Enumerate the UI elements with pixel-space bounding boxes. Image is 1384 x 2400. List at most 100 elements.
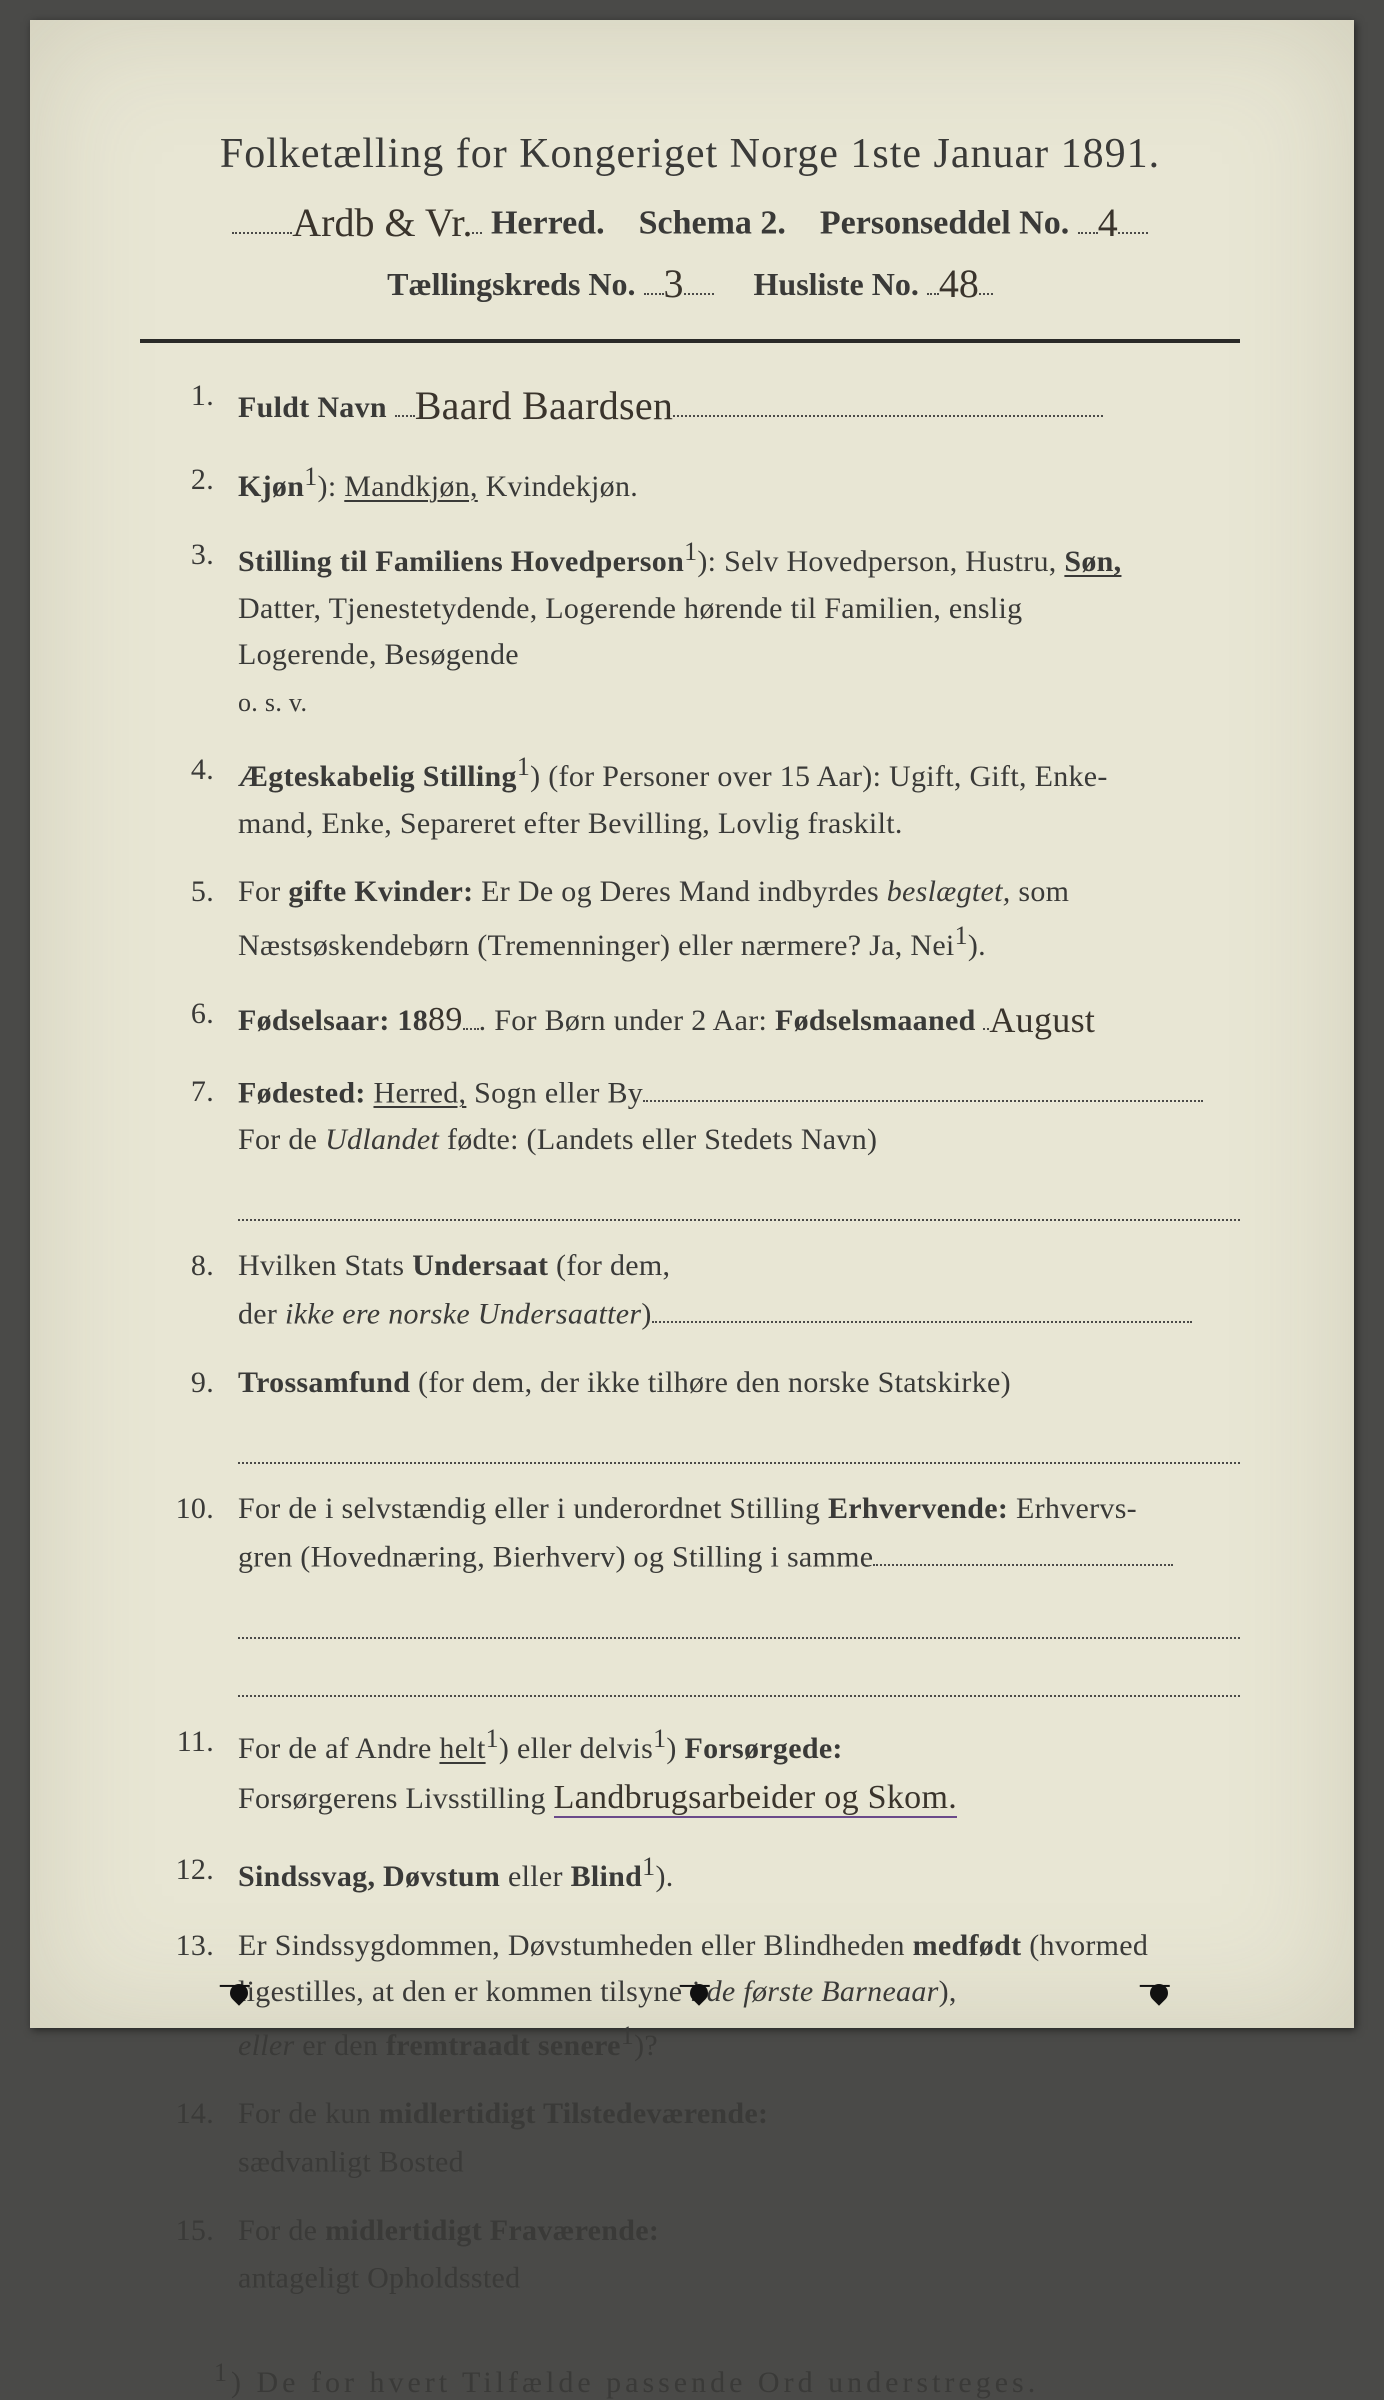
- item-number: 6.: [140, 991, 238, 1047]
- q13-line2b: ),: [939, 1975, 957, 2008]
- q3-line3: Logerende, Besøgende: [238, 638, 519, 671]
- q5-end: ).: [968, 929, 986, 962]
- husliste-label: Husliste No.: [754, 266, 919, 302]
- q7-herred-underlined: Herred,: [373, 1076, 466, 1109]
- q11-handwritten: Landbrugsarbeider og Skom.: [554, 1779, 957, 1818]
- item-number: 4.: [140, 747, 238, 847]
- item-number: 2.: [140, 457, 238, 511]
- kreds-no: 3: [664, 261, 684, 306]
- item-number: 1.: [140, 373, 238, 435]
- q7-line2b: fødte: (Landets eller Stedets Navn): [439, 1123, 877, 1156]
- item-number: 8.: [140, 1243, 238, 1338]
- header-line-2: Ardb & Vr. Herred. Schema 2. Personsedde…: [140, 196, 1240, 244]
- q11-vis: vis: [617, 1732, 653, 1765]
- q12-a: Sindssvag, Døvstum: [238, 1860, 500, 1893]
- q1-label: Fuldt Navn: [238, 391, 387, 424]
- q13-line3c: fremtraadt senere: [386, 2029, 621, 2062]
- q12-b: eller: [500, 1860, 570, 1893]
- q6-b: . For Børn under 2 Aar:: [479, 1004, 775, 1037]
- q11-d: Forsørgede:: [684, 1732, 842, 1765]
- item-number: 3.: [140, 532, 238, 725]
- q7-line2a: For de: [238, 1123, 325, 1156]
- q13-line3a: eller: [238, 2029, 294, 2062]
- header-line-3: Tællingskreds No. 3 Husliste No. 48: [140, 258, 1240, 305]
- herred-label: Herred.: [491, 205, 605, 242]
- item-number: 13.: [140, 1923, 238, 2070]
- item-number: 5.: [140, 869, 238, 969]
- item-2: 2. Kjøn1): Mandkjøn, Kvindekjøn.: [140, 457, 1240, 511]
- q6-c: Fødselsmaaned: [775, 1004, 976, 1037]
- q12-c: Blind: [571, 1860, 643, 1893]
- q9-b: (for dem, der ikke tilhøre den norske St…: [410, 1366, 1011, 1399]
- q8-a: Hvilken Stats: [238, 1249, 412, 1282]
- q13-c: (hvormed: [1021, 1929, 1148, 1962]
- q8-c: (for dem,: [548, 1249, 670, 1282]
- footnote-ref: 1: [621, 2021, 634, 2050]
- q10-c: Erhvervs-: [1008, 1492, 1137, 1525]
- item-number: 14.: [140, 2091, 238, 2186]
- q5-line2: Næstsøskendebørn (Tremenninger) eller næ…: [238, 929, 955, 962]
- q4-text: ) (for Personer over 15 Aar): Ugift, Gif…: [530, 760, 1108, 793]
- q4-line2: mand, Enke, Separeret efter Bevilling, L…: [238, 807, 903, 840]
- q13-b: medfødt: [913, 1929, 1022, 1962]
- item-6: 6. Fødselsaar: 1889. For Børn under 2 Aa…: [140, 991, 1240, 1047]
- q15-line2: antageligt Opholdssted: [238, 2262, 520, 2295]
- personseddel-no: 4: [1098, 200, 1118, 245]
- schema-label: Schema 2.: [639, 205, 786, 242]
- q5-a: For: [238, 875, 288, 908]
- kreds-label: Tællingskreds No.: [387, 266, 635, 302]
- q12-end: ).: [655, 1860, 673, 1893]
- q13-it: i de første Barneaar: [690, 1975, 938, 2008]
- q8-b: Undersaat: [412, 1249, 548, 1282]
- footnote-ref: 1: [486, 1724, 499, 1753]
- q14-a: For de kun: [238, 2097, 379, 2130]
- q2-kvindekjon: Kvindekjøn.: [478, 470, 638, 503]
- footnote: 1) De for hvert Tilfælde passende Ord un…: [140, 2358, 1240, 2400]
- item-number: 7.: [140, 1069, 238, 1222]
- blank-line: [238, 1665, 1240, 1697]
- q13-line2a: ligestilles, at den er kommen tilsyne: [238, 1975, 690, 2008]
- q2-label: Kjøn: [238, 470, 304, 503]
- item-12: 12. Sindssvag, Døvstum eller Blind1).: [140, 1847, 1240, 1901]
- footnote-ref: 1: [653, 1724, 666, 1753]
- item-1: 1. Fuldt Navn Baard Baardsen: [140, 373, 1240, 435]
- item-10: 10. For de i selvstændig eller i underor…: [140, 1486, 1240, 1697]
- document-page: Folketælling for Kongeriget Norge 1ste J…: [30, 20, 1354, 2028]
- blank-line: [238, 1607, 1240, 1639]
- district-handwritten: Ardb & Vr.: [292, 200, 472, 245]
- item-number: 10.: [140, 1486, 238, 1697]
- q5-it: beslægtet,: [887, 875, 1011, 908]
- q4-label: Ægteskabelig Stilling: [238, 760, 517, 793]
- q7-it: Udlandet: [325, 1123, 439, 1156]
- content-area: Folketælling for Kongeriget Norge 1ste J…: [140, 130, 1240, 2400]
- footnote-marker: 1: [214, 2358, 231, 2387]
- item-number: 15.: [140, 2208, 238, 2303]
- q11-helt-underlined: helt: [439, 1732, 485, 1765]
- item-3: 3. Stilling til Familiens Hovedperson1):…: [140, 532, 1240, 725]
- q11-b: ) eller del: [499, 1732, 617, 1765]
- q5-b: gifte Kvinder:: [288, 875, 473, 908]
- q11-c: ): [666, 1732, 684, 1765]
- blank-line: [238, 1432, 1240, 1464]
- q10-line2: gren (Hovednæring, Bierhverv) og Stillin…: [238, 1540, 873, 1573]
- q10-b: Erhvervende:: [828, 1492, 1008, 1525]
- divider-rule: [140, 339, 1240, 343]
- blank-line: [238, 1189, 1240, 1221]
- footnote-text: ) De for hvert Tilfælde passende Ord und…: [231, 2366, 1039, 2399]
- q13-a: Er Sindssygdommen, Døvstumheden eller Bl…: [238, 1929, 913, 1962]
- item-5: 5. For gifte Kvinder: Er De og Deres Man…: [140, 869, 1240, 969]
- item-9: 9. Trossamfund (for dem, der ikke tilhør…: [140, 1360, 1240, 1465]
- q3-son-underlined: Søn,: [1064, 545, 1121, 578]
- item-11: 11. For de af Andre helt1) eller delvis1…: [140, 1719, 1240, 1825]
- footnote-ref: 1: [684, 537, 697, 566]
- item-number: 9.: [140, 1360, 238, 1465]
- q13-line3b: er den: [294, 2029, 386, 2062]
- q10-a: For de i selvstændig eller i underordnet…: [238, 1492, 828, 1525]
- item-8: 8. Hvilken Stats Undersaat (for dem, der…: [140, 1243, 1240, 1338]
- q11-line2: Forsørgerens Livsstilling: [238, 1782, 546, 1815]
- item-4: 4. Ægteskabelig Stilling1) (for Personer…: [140, 747, 1240, 847]
- q3-line2: Datter, Tjenestetydende, Logerende høren…: [238, 592, 1022, 625]
- q5-d: som: [1011, 875, 1070, 908]
- footnote-ref: 1: [304, 462, 317, 491]
- q3-line4: o. s. v.: [238, 688, 307, 717]
